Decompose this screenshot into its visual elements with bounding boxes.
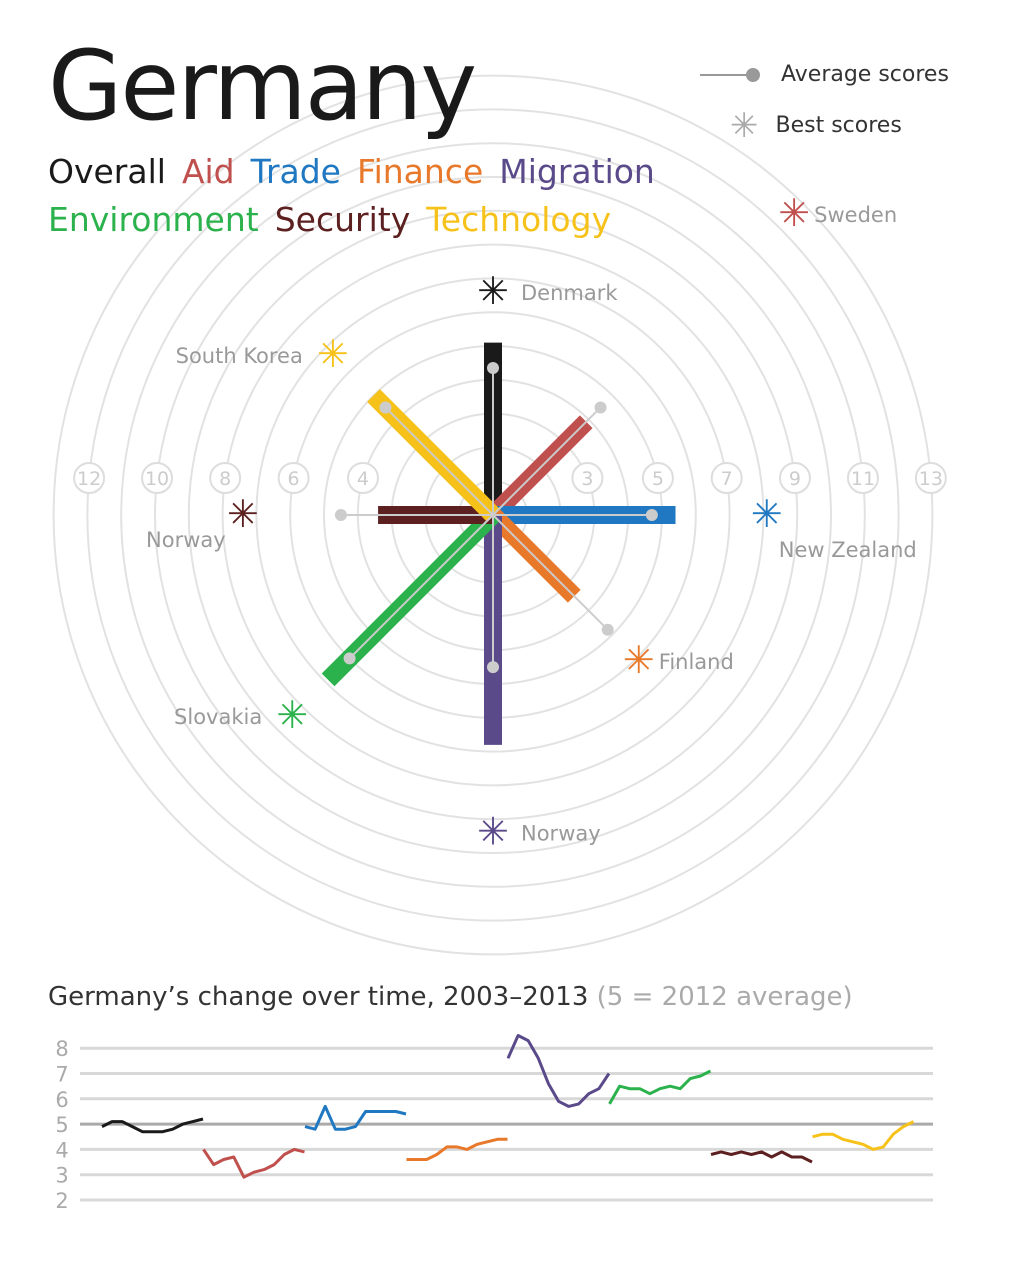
category-row-1: Overall Aid Trade Finance Migration <box>48 152 671 191</box>
ring-label: 9 <box>789 468 801 490</box>
ring <box>255 277 731 753</box>
best-score-marker: ✳ <box>477 269 509 313</box>
radial-chart: 12 10 8 6 4 3 5 7 9 11 13✳ Denmark✳ Sweden✳New Zeala… <box>52 74 947 956</box>
ring-label: 12 <box>77 468 101 490</box>
ring-label: 4 <box>357 468 369 490</box>
average-dot <box>601 623 614 636</box>
best-score-marker: ✳ <box>477 810 509 854</box>
category-security: Security <box>274 200 411 239</box>
average-line <box>348 514 494 660</box>
best-score-marker: ✳ <box>751 492 783 536</box>
series-line <box>406 1137 508 1161</box>
category-trade: Trade <box>250 152 341 191</box>
y-tick-label: 2 <box>55 1189 68 1213</box>
legend-best-label: Best scores <box>775 113 902 138</box>
series-line <box>710 1150 813 1164</box>
category-technology: Technology <box>426 200 612 239</box>
category-row-2: Environment Security Technology <box>48 200 627 239</box>
y-tick-label: 7 <box>55 1063 68 1087</box>
ring <box>154 176 832 854</box>
category-environment: Environment <box>48 200 259 239</box>
line-chart-title: Germany’s change over time, 2003–2013 (5… <box>48 982 853 1012</box>
category-migration: Migration <box>499 152 655 191</box>
best-country-label: Sweden <box>814 203 897 227</box>
average-dot <box>343 652 356 665</box>
y-tick-label: 3 <box>55 1164 68 1188</box>
average-dot <box>594 401 607 414</box>
legend-best: ✳ Best scores <box>730 106 902 146</box>
series-line <box>506 1034 611 1108</box>
average-line-icon <box>700 68 760 82</box>
ring-label-badge <box>346 462 379 494</box>
page-title: Germany <box>48 30 477 142</box>
ring-label: 7 <box>721 468 733 490</box>
average-dot <box>645 509 658 521</box>
best-country-label: Norway <box>146 528 226 552</box>
ring-label: 11 <box>851 468 875 490</box>
ring-label-badge <box>277 462 310 494</box>
best-country-label: Finland <box>659 650 734 674</box>
ring-label-badge <box>914 462 947 494</box>
line-chart-title-text: Germany’s change over time, 2003–2013 <box>48 982 589 1012</box>
best-score-marker: ✳ <box>227 492 259 536</box>
ring-label-badge <box>141 462 174 494</box>
best-score-marker: ✳ <box>623 638 655 682</box>
category-aid: Aid <box>181 152 235 191</box>
ring-label: 6 <box>288 468 300 490</box>
best-country-label: Denmark <box>521 281 618 305</box>
ring-label: 13 <box>919 468 943 490</box>
best-score-marker: ✳ <box>778 191 810 235</box>
best-score-marker: ✳ <box>276 693 308 737</box>
average-line <box>492 514 609 631</box>
series-line <box>101 1117 204 1134</box>
best-country-label: New Zealand <box>779 538 917 562</box>
ring <box>86 108 900 922</box>
ring-label-badge <box>641 462 674 494</box>
y-tick-label: 5 <box>55 1113 68 1137</box>
best-score-marker: ✳ <box>317 332 349 376</box>
legend-average: Average scores <box>700 62 949 87</box>
best-country-label: South Korea <box>176 344 303 368</box>
ring-label: 3 <box>581 468 593 490</box>
y-tick-label: 6 <box>55 1088 68 1112</box>
ring-label-badge <box>846 462 879 494</box>
average-line <box>492 406 602 516</box>
legend-average-label: Average scores <box>781 62 949 87</box>
ring <box>187 209 799 821</box>
category-finance: Finance <box>357 152 484 191</box>
ring-label: 10 <box>145 468 169 490</box>
ring-label-badge <box>73 462 106 494</box>
asterisk-icon: ✳ <box>730 106 759 146</box>
series-line <box>812 1120 915 1151</box>
best-country-label: Norway <box>521 822 601 846</box>
line-chart-subtitle: (5 = 2012 average) <box>596 982 853 1012</box>
series-line <box>304 1104 407 1131</box>
average-dot <box>379 401 392 414</box>
category-overall: Overall <box>48 152 166 191</box>
ring-label: 5 <box>652 468 664 490</box>
ring <box>221 243 765 787</box>
ring-label: 8 <box>219 468 231 490</box>
ring <box>120 142 866 888</box>
ring-label-badge <box>778 462 811 494</box>
y-tick-label: 8 <box>55 1037 68 1061</box>
average-dot <box>487 661 499 674</box>
ring <box>52 74 934 956</box>
y-tick-label: 4 <box>55 1138 68 1162</box>
ring-label-badge <box>710 462 743 494</box>
average-dot <box>487 361 499 374</box>
ring-label-badge <box>571 462 604 494</box>
best-country-label: Slovakia <box>174 705 262 729</box>
series-line <box>608 1069 712 1105</box>
average-line <box>384 406 494 516</box>
ring-label-badge <box>209 462 242 494</box>
average-dot <box>334 509 347 521</box>
series-line <box>202 1147 305 1179</box>
